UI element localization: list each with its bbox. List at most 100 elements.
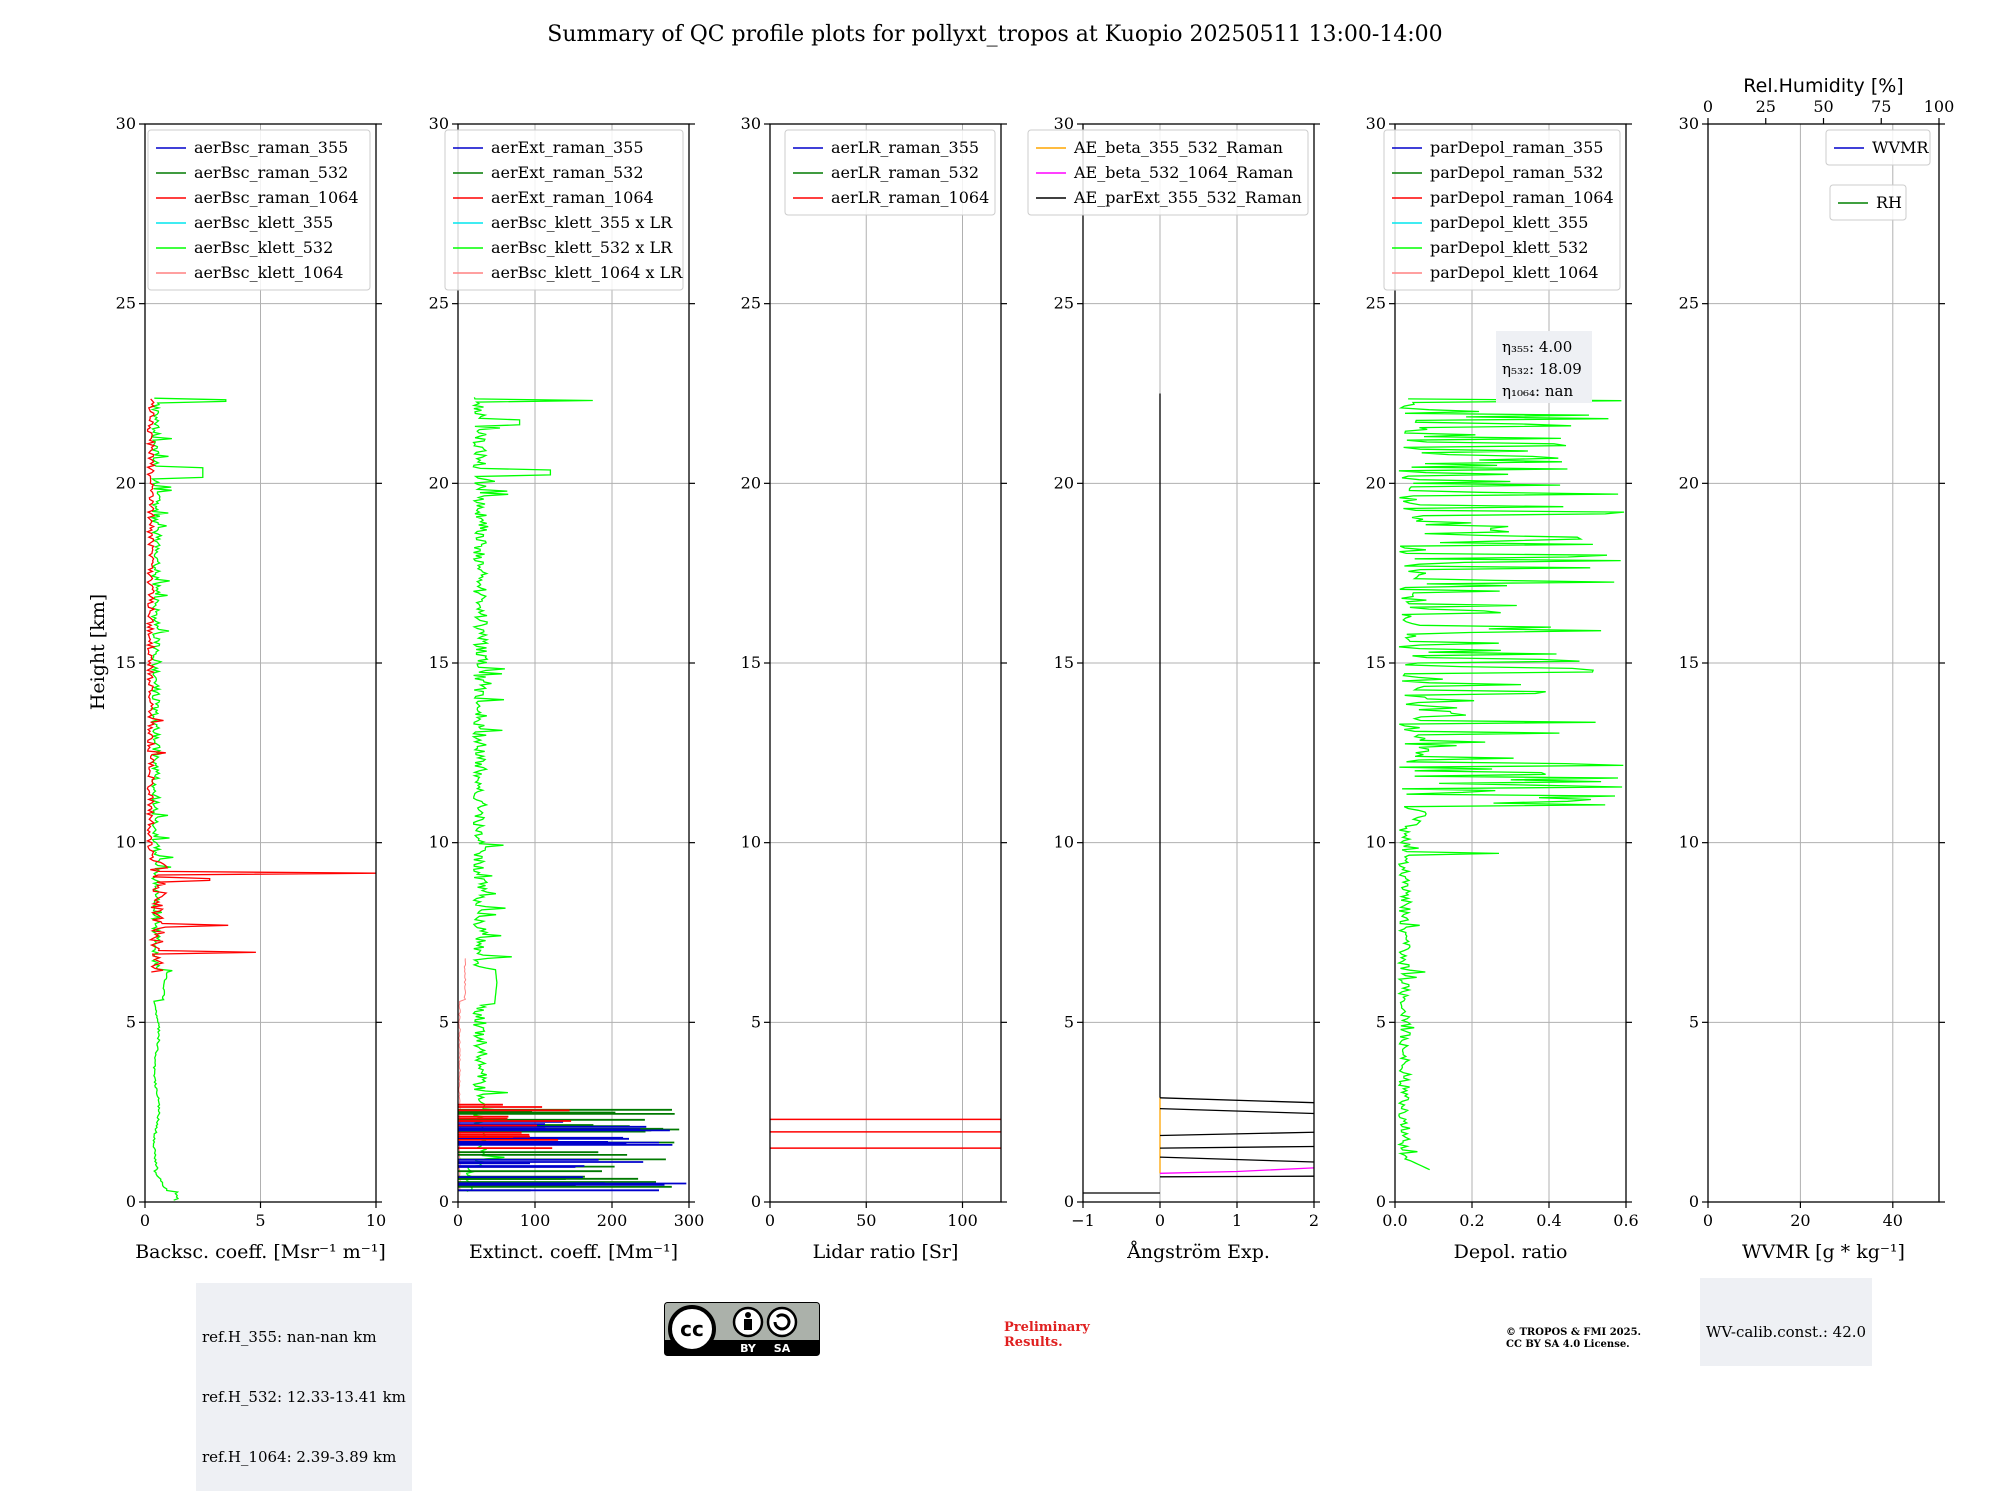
depol-xtick-label: 0.0 [1382,1211,1407,1230]
bsc-legend-label: aerBsc_klett_355 [194,213,333,232]
depol-eta-label: η₁₀₆₄: nan [1502,382,1573,400]
ae-beta-532-1064-line [1159,1167,1314,1174]
ae-parext-line [1159,1145,1314,1149]
lr-ytick-label: 20 [741,473,761,492]
ae-ytick-label: 0 [1064,1192,1074,1211]
bsc-legend-label: aerBsc_raman_1064 [194,188,359,207]
bsc-xtick-label: 0 [140,1211,150,1230]
ae-ytick-label: 10 [1054,833,1074,852]
wv-grid [1707,123,1939,1203]
depol-eta-label: η₃₅₅: 4.00 [1502,338,1572,356]
ae-legend-label: AE_beta_355_532_Raman [1073,138,1283,157]
wv-ytick-label: 30 [1679,114,1699,133]
ref-height-355: ref.H_355: nan-nan km [202,1328,377,1346]
ref-height-1064: ref.H_1064: 2.39-3.89 km [202,1448,397,1466]
depol-legend-box [1383,129,1621,291]
bsc-legend-label: aerBsc_klett_532 [194,238,333,257]
depol-legend-label: parDepol_klett_532 [1430,238,1588,257]
bsc-xlabel: Backsc. coeff. [Msr⁻¹ m⁻¹] [135,1241,386,1263]
wv-calib-box: WV-calib.const.: 42.0 [1700,1278,1873,1366]
bsc-legend-label: aerBsc_raman_532 [194,163,348,182]
ext-ytick-label: 10 [429,833,449,852]
depol-ytick-label: 20 [1366,473,1386,492]
ext-ytick-label: 15 [429,653,449,672]
ae-xlabel: Ångström Exp. [1126,1241,1270,1263]
ext-ytick-label: 0 [439,1192,449,1211]
lr-legend-box [784,129,996,216]
depol-xtick-label: 0.4 [1536,1211,1561,1230]
ae-xtick-label: −1 [1071,1211,1095,1230]
ext-xtick-label: 0 [453,1211,463,1230]
cc-by-sa-license-logo: cc BY SA [664,1302,820,1356]
ae-xtick-label: 2 [1309,1211,1319,1230]
ae-ytick-label: 5 [1064,1012,1074,1031]
ae-legend-label: AE_parExt_355_532_Raman [1073,188,1302,207]
ae-ytick-label: 20 [1054,473,1074,492]
wv-ytick-label: 10 [1679,833,1699,852]
ae-ytick-label: 25 [1054,294,1074,313]
ext-data [458,397,687,1192]
depol-eta-box: η₃₅₅: 4.00 η₅₃₂: 18.09 η₁₀₆₄: nan [1496,331,1592,403]
y-axis-label: Height [km] [87,594,109,710]
depol-xtick-label: 0.6 [1613,1211,1638,1230]
bsc-data [145,397,376,1201]
ae-xtick-label: 0 [1155,1211,1165,1230]
ae-legend-label: AE_beta_532_1064_Raman [1073,163,1293,182]
ae-ytick-label: 15 [1054,653,1074,672]
ae-ytick-label: 30 [1054,114,1074,133]
wv-top-xtick-label: 0 [1703,97,1713,116]
bsc-legend-label: aerBsc_klett_1064 [194,263,343,282]
bsc-legend-box [147,129,371,291]
ext-xtick-label: 200 [597,1211,628,1230]
ext-ytick-label: 5 [439,1012,449,1031]
ext-legend-label: aerExt_raman_355 [491,138,644,157]
wv-ytick-label: 0 [1689,1192,1699,1211]
lr-grid [769,123,1001,1203]
ext-xlabel: Extinct. coeff. [Mm⁻¹] [469,1241,678,1263]
lr-legend-label: aerLR_raman_532 [831,163,979,182]
depol-legend-label: parDepol_klett_1064 [1430,263,1599,282]
lr-ytick-label: 25 [741,294,761,313]
ext-legend-box [444,129,684,291]
ae-legend: AE_beta_355_532_Raman AE_beta_532_1064_Ra… [1027,129,1309,216]
ae-parext-line [1159,1131,1314,1137]
lr-legend-label: aerLR_raman_1064 [831,188,989,207]
ext-legend-label: aerExt_raman_532 [491,163,644,182]
lr-legend: aerLR_raman_355 aerLR_raman_532 aerLR_rama… [784,129,996,216]
ae-legend-box [1027,129,1309,216]
bsc-ytick-label: 20 [116,473,136,492]
lr-xlabel: Lidar ratio [Sr] [813,1241,959,1263]
figure-title: Summary of QC profile plots for pollyxt_… [547,22,1443,47]
bsc-legend: aerBsc_raman_355 aerBsc_raman_532 aerBsc_r… [147,129,371,291]
ae-parext-line [1159,1097,1314,1104]
depol-legend-label: parDepol_klett_355 [1430,213,1588,232]
ae-parext-line [1159,1175,1314,1178]
wv-ytick-label: 20 [1679,473,1699,492]
lr-ytick-label: 5 [751,1012,761,1031]
depol-ytick-label: 5 [1376,1012,1386,1031]
depol-eta-label: η₅₃₂: 18.09 [1502,360,1582,378]
wv-top-xtick-label: 75 [1871,97,1891,116]
copyright-line1: © TROPOS & FMI 2025. [1506,1327,1642,1338]
cc-by-text: BY [740,1342,757,1355]
ae-xtick-label: 1 [1232,1211,1242,1230]
wv-calib-const: WV-calib.const.: 42.0 [1706,1323,1867,1341]
ae-parext-line [1159,1156,1314,1163]
bsc-ytick-label: 10 [116,833,136,852]
lr-ytick-label: 15 [741,653,761,672]
wv-legend-label: WVMR [1872,138,1929,157]
wv-legend: WVMR [1825,129,1931,166]
wv-ytick-label: 25 [1679,294,1699,313]
depol-ytick-label: 25 [1366,294,1386,313]
depol-xlabel: Depol. ratio [1454,1241,1568,1263]
ext-legend-label: aerBsc_klett_1064 x LR [491,263,683,282]
ae-grid [1082,123,1315,1203]
wv-ytick-label: 15 [1679,653,1699,672]
bsc-ytick-label: 15 [116,653,136,672]
preliminary-line1: Preliminary [1004,1320,1090,1335]
lr-xtick-label: 0 [765,1211,775,1230]
ref-height-532: ref.H_532: 12.33-13.41 km [202,1388,406,1406]
bsc-ytick-label: 30 [116,114,136,133]
